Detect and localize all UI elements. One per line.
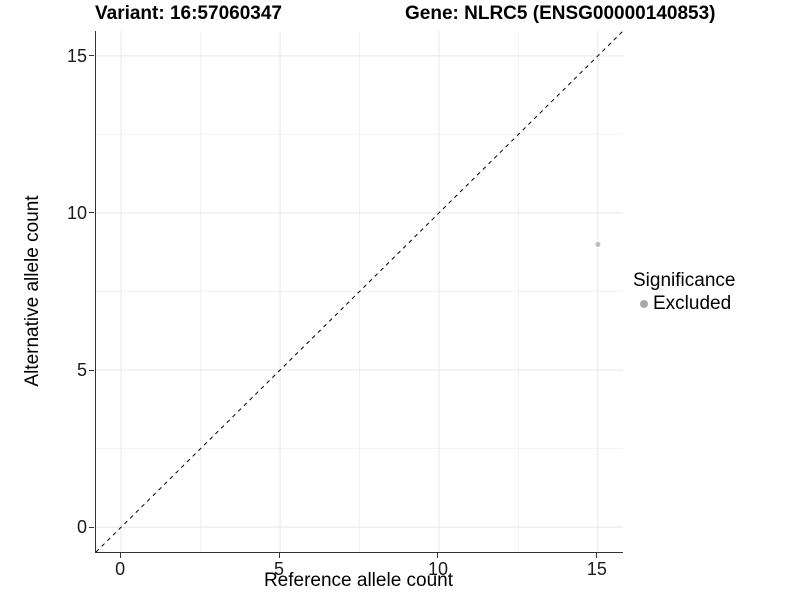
y-tick — [89, 526, 94, 528]
y-tick-label: 5 — [76, 360, 87, 381]
y-axis-title: Alternative allele count — [22, 195, 43, 387]
x-tick-label: 5 — [274, 559, 285, 579]
legend-title: Significance — [633, 270, 736, 291]
legend: Significance Excluded — [633, 270, 735, 315]
variant-title: Variant: 16:57060347 — [95, 3, 282, 24]
data-point — [595, 241, 601, 247]
x-tick — [437, 553, 439, 558]
x-tick — [278, 553, 280, 558]
plot-panel — [95, 31, 623, 553]
legend-item-excluded: Excluded — [633, 293, 735, 315]
x-tick — [119, 553, 121, 558]
y-tick — [89, 212, 94, 214]
y-tick-label: 0 — [76, 517, 87, 538]
x-tick — [596, 553, 598, 558]
x-axis-title: Reference allele count — [263, 570, 454, 591]
x-tick-label: 15 — [586, 559, 607, 579]
plot-area-svg — [96, 31, 623, 552]
legend-item-label: Excluded — [653, 293, 732, 314]
legend-point-icon — [640, 300, 648, 308]
gene-title: Gene: NLRC5 (ENSG00000140853) — [405, 3, 716, 24]
y-tick — [89, 55, 94, 57]
y-tick — [89, 369, 94, 371]
y-tick-label: 10 — [66, 202, 87, 223]
y-tick-label: 15 — [66, 45, 87, 66]
x-tick-label: 10 — [427, 559, 448, 579]
x-tick-label: 0 — [115, 559, 126, 579]
identity-line — [96, 31, 623, 552]
